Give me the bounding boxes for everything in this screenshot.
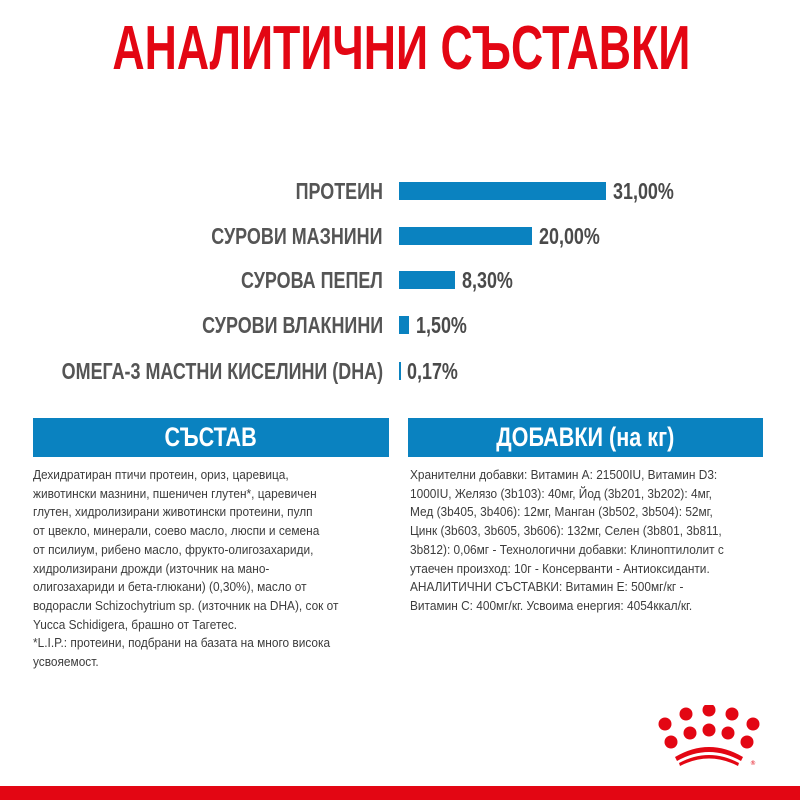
additives-line: Цинк (3b603, 3b605, 3b606): 132мг, Селен… (410, 523, 722, 539)
composition-line: от псилиум, рибено масло, фрукто-олигоза… (33, 541, 314, 557)
additives-header: ДОБАВКИ (на кг) (408, 418, 763, 457)
composition-line: *L.I.P.: протеини, подбрани на базата на… (33, 635, 331, 651)
crown-logo-icon: ® (655, 703, 765, 767)
additives-header-text: ДОБАВКИ (на кг) (496, 422, 675, 452)
composition-line: глутен, хидролизирани животински протеин… (33, 504, 313, 520)
chart-row-label: СУРОВИ МАЗНИНИ (211, 223, 383, 249)
additives-line: 1000IU, Желязо (3b103): 40мг, Йод (3b201… (410, 485, 712, 501)
additives-line: АНАЛИТИЧНИ СЪСТАВКИ: Витамин Е: 500мг/кг… (410, 579, 684, 595)
chart-row-value: 31,00% (613, 178, 674, 204)
chart-row-label: СУРОВИ ВЛАКНИНИ (201, 312, 383, 338)
page-title-text: АНАЛИТИЧНИ СЪСТАВКИ (112, 14, 691, 83)
composition-line: животински мазнини, пшеничен глутен*, ца… (33, 485, 317, 501)
chart-row-protein: ПРОТЕИН 31,00% (0, 176, 800, 206)
chart-bar (399, 271, 455, 289)
chart-bar (399, 316, 409, 334)
registered-mark: ® (750, 760, 756, 767)
chart-row-label: ПРОТЕИН (295, 178, 383, 204)
page-title: АНАЛИТИЧНИ СЪСТАВКИ (0, 14, 800, 84)
chart-bar (399, 227, 532, 245)
composition-line: от цвекло, минерали, соево масло, люспи … (33, 523, 320, 539)
chart-row-value: 8,30% (462, 267, 513, 293)
composition-text: Дехидратиран птичи протеин, ориз, цареви… (33, 466, 393, 672)
additives-line: 3b812): 0,06мг - Технологични добавки: К… (410, 541, 724, 557)
nutrient-bar-chart: ПРОТЕИН 31,00% СУРОВИ МАЗНИНИ 20,00% СУР… (0, 176, 800, 386)
chart-row-label: ОМЕГА-3 МАСТНИ КИСЕЛИНИ (DHA) (61, 358, 383, 384)
additives-line: Мед (3b405, 3b406): 12мг, Манган (3b502,… (410, 504, 713, 520)
chart-row-omega3: ОМЕГА-3 МАСТНИ КИСЕЛИНИ (DHA) 0,17% (0, 356, 800, 386)
chart-bar (399, 182, 606, 200)
chart-row-label: СУРОВА ПЕПЕЛ (241, 267, 383, 293)
additives-text: Хранителни добавки: Витамин А: 21500IU, … (410, 466, 770, 616)
composition-header-text: СЪСТАВ (164, 422, 258, 452)
additives-line: Хранителни добавки: Витамин А: 21500IU, … (410, 467, 718, 482)
chart-row-value: 20,00% (539, 223, 600, 249)
chart-row-ash: СУРОВА ПЕПЕЛ 8,30% (0, 265, 800, 295)
composition-line: хидролизирани дрожди (източник на мано- (33, 560, 270, 576)
composition-line: Дехидратиран птичи протеин, ориз, цареви… (33, 467, 289, 482)
composition-line: усвояемост. (33, 654, 99, 670)
additives-line: утаечен произход: 10г - Консерванти - Ан… (410, 560, 710, 576)
composition-line: водорасли Schizochytrium sp. (източник н… (33, 597, 339, 613)
chart-row-fibre: СУРОВИ ВЛАКНИНИ 1,50% (0, 310, 800, 340)
composition-line: олигозахариди и бета-глюкани) (0,30%), м… (33, 579, 307, 595)
footer-bar (0, 786, 800, 800)
chart-row-value: 1,50% (416, 312, 467, 338)
composition-header: СЪСТАВ (33, 418, 389, 457)
chart-row-value: 0,17% (407, 358, 458, 384)
chart-row-fat: СУРОВИ МАЗНИНИ 20,00% (0, 221, 800, 251)
composition-line: Yucca Schidigera, брашно от Тагетес. (33, 616, 238, 632)
additives-line: Витамин С: 400мг/кг. Усвоима енергия: 40… (410, 597, 693, 613)
chart-bar (399, 362, 401, 380)
